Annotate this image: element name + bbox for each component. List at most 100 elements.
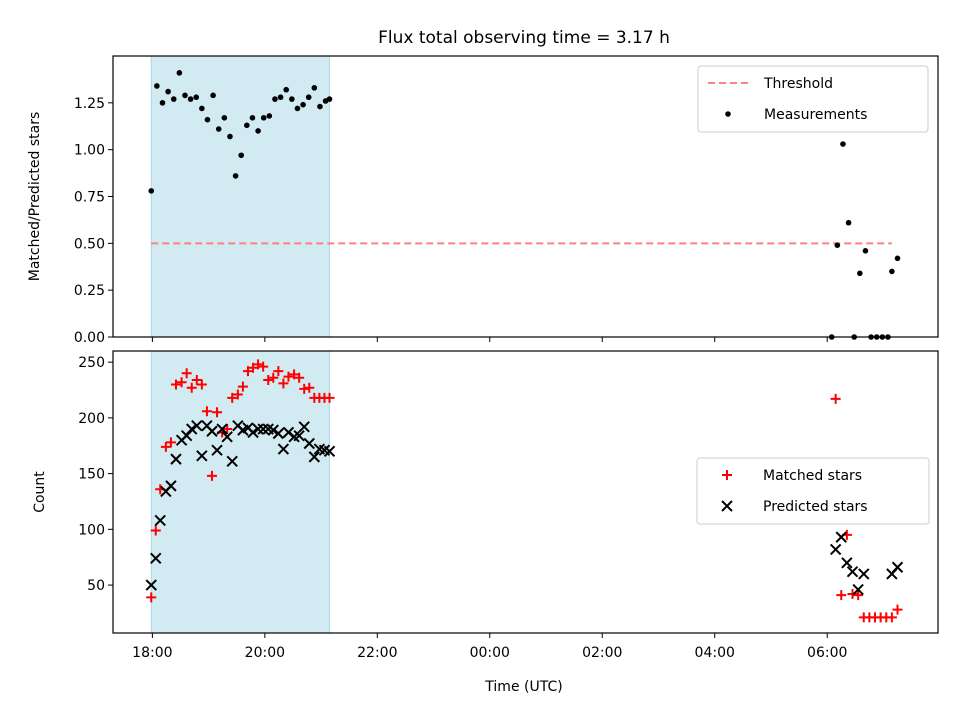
matched-star-point	[253, 359, 264, 370]
legend-matched-swatch	[722, 470, 732, 480]
x-tick-label: 06:00	[807, 645, 847, 661]
predicted-star-point	[191, 419, 203, 432]
matched-star-point	[294, 372, 305, 383]
predicted-star-point	[252, 423, 264, 435]
x-tick-label: 04:00	[695, 645, 735, 661]
matched-star-point	[191, 374, 202, 385]
predicted-star-point	[186, 423, 198, 435]
series-matched-stars	[146, 359, 903, 623]
matched-star-point	[273, 366, 284, 377]
x-tick-label: 22:00	[357, 645, 397, 661]
y-tick-label: 100	[78, 522, 105, 538]
measurement-point	[294, 105, 301, 112]
x-tick-label: 20:00	[245, 645, 285, 661]
predicted-star-point	[272, 427, 285, 440]
measurement-point	[154, 83, 160, 89]
measurement-point	[317, 103, 323, 110]
matched-star-point	[299, 383, 310, 394]
measurement-point	[260, 115, 267, 121]
measurement-point	[238, 152, 245, 159]
predicted-star-point	[846, 565, 859, 578]
matched-star-point	[278, 378, 289, 389]
predicted-star-point	[145, 579, 157, 591]
measurement-point	[159, 100, 166, 106]
predicted-star-point	[835, 531, 847, 543]
axes-frame	[112, 55, 939, 338]
matched-star-point	[232, 389, 243, 400]
measurement-point	[165, 88, 171, 95]
observing-window-shade	[150, 350, 331, 634]
measurement-point	[215, 126, 222, 132]
measurement-point	[834, 242, 841, 249]
measurement-point	[170, 96, 177, 102]
predicted-star-point	[303, 437, 315, 450]
predicted-star-point	[308, 451, 321, 463]
legend-box	[697, 65, 929, 133]
measurement-point	[889, 268, 895, 275]
legend-entry-label: Threshold	[763, 76, 833, 92]
predicted-star-point	[206, 425, 218, 437]
predicted-star-point	[170, 453, 182, 465]
predicted-star-point	[247, 426, 259, 439]
matched-star-point	[283, 371, 294, 382]
chart-title: Flux total observing time = 3.17 h	[378, 28, 670, 48]
x-tick-label: 00:00	[470, 645, 510, 661]
measurement-point	[840, 141, 846, 147]
predicted-star-point	[891, 561, 904, 573]
measurement-point	[857, 270, 863, 277]
matched-star-point	[181, 368, 192, 379]
measurement-point	[300, 101, 306, 108]
predicted-star-point	[257, 423, 269, 435]
matched-star-point	[268, 372, 279, 383]
measurement-point	[210, 92, 216, 99]
axes-frame	[112, 350, 939, 634]
legend-predicted-swatch	[721, 500, 733, 512]
measurement-point	[311, 85, 318, 91]
measurement-point	[244, 122, 250, 129]
ratio-panel: 0.00 0.25 0.50 0.75 1.00 1.25 Matched/Predicte…	[27, 55, 939, 346]
measurement-point	[199, 105, 205, 112]
predicted-star-point	[277, 443, 290, 455]
legend: Matched stars Predicted stars	[696, 457, 930, 525]
y-axis-label: Count	[32, 471, 48, 513]
measurement-point	[249, 115, 256, 121]
measurement-point	[326, 96, 333, 102]
measurement-point	[305, 94, 312, 101]
matched-star-point	[324, 392, 335, 403]
measurement-point	[187, 96, 194, 102]
predicted-star-point	[165, 480, 177, 492]
measurement-point	[176, 70, 183, 76]
matched-star-point	[836, 590, 847, 601]
matched-star-point	[201, 406, 212, 417]
y-tick-label: 1.25	[74, 96, 105, 112]
matched-star-point	[830, 393, 841, 404]
matched-star-point	[886, 612, 897, 623]
matched-star-point	[242, 366, 253, 377]
predicted-star-point	[858, 568, 870, 580]
matched-star-point	[248, 362, 259, 373]
measurement-point	[289, 96, 295, 102]
matched-star-point	[847, 588, 858, 599]
legend: Threshold Measurements	[697, 65, 929, 133]
count-panel: 50 100 150 200 250 18:00 20:00 22:00 00:00 02:00 0…	[32, 350, 939, 661]
predicted-star-point	[221, 431, 233, 443]
predicted-star-point	[154, 514, 166, 527]
matched-star-point	[263, 374, 274, 385]
legend-entry-label: Measurements	[764, 107, 867, 123]
predicted-star-point	[293, 430, 305, 442]
matched-star-point	[212, 407, 223, 418]
x-tick-label: 18:00	[132, 645, 172, 661]
predicted-star-point	[211, 444, 223, 456]
measurement-point	[255, 128, 261, 134]
measurement-point	[283, 86, 290, 93]
y-tick-label: 50	[87, 578, 105, 594]
legend-entry-label: Matched stars	[763, 468, 862, 484]
predicted-star-point	[150, 552, 162, 565]
matched-star-point	[176, 377, 187, 388]
measurement-point	[193, 94, 200, 101]
predicted-star-point	[267, 424, 279, 436]
matched-star-point	[170, 379, 181, 390]
measurement-point	[894, 255, 901, 262]
predicted-star-point	[852, 583, 864, 596]
